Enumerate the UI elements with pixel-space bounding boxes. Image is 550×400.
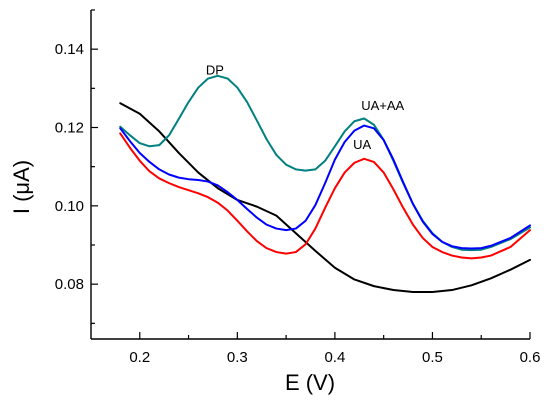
series-line-3 [119, 124, 531, 250]
y-tick-label-4: 0.14 [55, 41, 84, 58]
plot-area: DP UA+AA UA 0.2 0.3 0.4 0.5 0.6 0.08 0.10 0.12 0.1… [55, 9, 541, 366]
x-tick-label-5: 0.6 [520, 349, 541, 366]
x-tick-label-1: 0.2 [129, 349, 150, 366]
y-tick-label-1: 0.08 [55, 276, 84, 293]
axes-layer [90, 10, 530, 340]
y-tick-label-2: 0.10 [55, 198, 84, 215]
x-tick-label-4: 0.5 [422, 349, 443, 366]
x-axis-label: E (V) [285, 370, 335, 395]
annotation-layer: DP UA+AA UA [206, 63, 405, 152]
series-line-2 [119, 74, 531, 252]
series-layer [119, 74, 531, 293]
series-line-1 [119, 102, 531, 293]
series-line-4 [119, 132, 531, 260]
y-axis-label: I (μA) [9, 160, 34, 214]
tick-layer: 0.2 0.3 0.4 0.5 0.6 0.08 0.10 0.12 0.14 [55, 9, 541, 366]
annotation-label-2: UA+AA [361, 98, 404, 113]
x-tick-label-3: 0.4 [324, 349, 345, 366]
y-tick-label-3: 0.12 [55, 120, 84, 137]
x-tick-label-2: 0.3 [227, 349, 248, 366]
annotation-label-3: UA [353, 137, 371, 152]
annotation-label-1: DP [206, 63, 224, 78]
